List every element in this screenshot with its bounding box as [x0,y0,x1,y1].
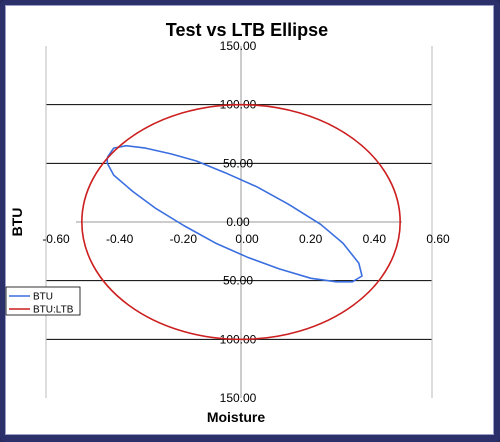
x-axis-title: Moisture [207,409,266,425]
x-tick-label: -0.40 [106,232,134,246]
series-layer [81,103,401,341]
x-tick-label: 0.60 [426,232,450,246]
legend-label: BTU [33,292,53,303]
y-axis-title: BTU [9,208,25,237]
legend-label: BTU:LTB [33,305,74,316]
x-tick-label: 0.20 [299,232,323,246]
x-tick-label: 0.00 [235,232,259,246]
x-tick-labels: -0.60 -0.40 -0.20 0.00 0.20 0.40 0.60 [42,232,450,246]
x-tick-label: 0.40 [363,232,387,246]
series-line-btu-ltb [81,103,401,341]
x-tick-label: -0.20 [170,232,198,246]
y-tick-label: 150.00 [220,391,257,405]
chart-title: Test vs LTB Ellipse [166,20,328,40]
legend: BTU BTU:LTB [5,286,81,316]
chart-panel [5,5,494,435]
legend-box [5,286,81,316]
y-tick-label: 150.00 [220,39,257,53]
y-tick-label: 50.00 [223,156,253,170]
series-line-btu [106,144,363,283]
y-tick-label: 50.00 [223,274,253,288]
x-tick-label: -0.60 [42,232,70,246]
y-tick-label: 0.00 [226,215,250,229]
